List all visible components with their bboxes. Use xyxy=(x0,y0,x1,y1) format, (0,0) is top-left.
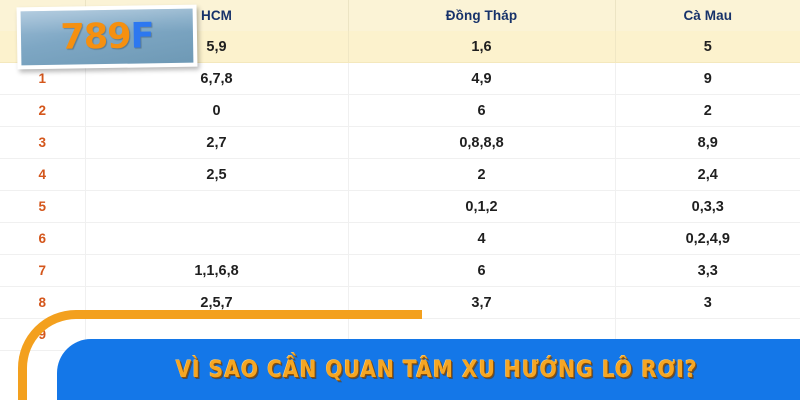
cell-ca-mau: 3 xyxy=(615,286,800,319)
table-body: 05,91,6516,7,84,99206232,70,8,8,88,942,5… xyxy=(0,31,800,351)
cell-ca-mau: 0,3,3 xyxy=(615,190,800,223)
cell-hcm: 2,7 xyxy=(85,126,349,159)
headline-banner: VÌ SAO CẦN QUAN TÂM XU HƯỚNG LÔ RƠI? xyxy=(57,339,800,400)
cell-dong-thap: 4 xyxy=(348,222,616,255)
cell-dong-thap: 0,8,8,8 xyxy=(348,126,616,159)
logo-letter: F xyxy=(130,15,154,57)
cell-index: 3 xyxy=(0,126,86,159)
headline-banner-text: VÌ SAO CẦN QUAN TÂM XU HƯỚNG LÔ RƠI? xyxy=(175,356,698,383)
cell-index: 5 xyxy=(0,190,86,223)
cell-ca-mau: 9 xyxy=(615,62,800,95)
cell-hcm xyxy=(85,222,349,255)
cell-hcm: 1,1,6,8 xyxy=(85,254,349,287)
cell-dong-thap: 1,6 xyxy=(348,31,616,63)
cell-ca-mau: 5 xyxy=(615,31,800,63)
cell-dong-thap: 4,9 xyxy=(348,62,616,95)
cell-hcm xyxy=(85,190,349,223)
orange-swoosh-end-cap xyxy=(413,310,422,319)
cell-ca-mau: 0,2,4,9 xyxy=(615,222,800,255)
cell-index: 6 xyxy=(0,222,86,255)
logo-number: 789 xyxy=(60,16,131,58)
cell-dong-thap: 6 xyxy=(348,94,616,127)
logo-text: 789F xyxy=(60,15,154,58)
table-row: 4 2,5 2 2,4 xyxy=(0,158,800,191)
cell-hcm: 0 xyxy=(85,94,349,127)
cell-index: 2 xyxy=(0,94,86,127)
cell-index: 4 xyxy=(0,158,86,191)
table-row: 8 2,5,7 3,7 3 xyxy=(0,286,800,319)
cell-ca-mau: 2 xyxy=(615,94,800,127)
cell-dong-thap: 6 xyxy=(348,254,616,287)
table-row: 7 1,1,6,8 6 3,3 xyxy=(0,254,800,287)
cell-index: 8 xyxy=(0,286,86,319)
cell-ca-mau: 3,3 xyxy=(615,254,800,287)
cell-index: 7 xyxy=(0,254,86,287)
cell-hcm: 2,5,7 xyxy=(85,286,349,319)
cell-dong-thap: 2 xyxy=(348,158,616,191)
column-header-ca-mau: Cà Mau xyxy=(615,0,800,31)
cell-hcm: 2,5 xyxy=(85,158,349,191)
cell-dong-thap: 3,7 xyxy=(348,286,616,319)
table-row: 3 2,7 0,8,8,8 8,9 xyxy=(0,126,800,159)
logo-plate: 789F xyxy=(20,8,194,66)
789f-logo[interactable]: 789F xyxy=(16,4,198,70)
column-header-dong-thap: Đồng Tháp xyxy=(348,0,616,31)
table-row: 5 0,1,2 0,3,3 xyxy=(0,190,800,223)
cell-hcm: 6,7,8 xyxy=(85,62,349,95)
table-row: 1 6,7,8 4,9 9 xyxy=(0,62,800,95)
cell-ca-mau: 2,4 xyxy=(615,158,800,191)
cell-ca-mau: 8,9 xyxy=(615,126,800,159)
table-row: 6 4 0,2,4,9 xyxy=(0,222,800,255)
cell-dong-thap: 0,1,2 xyxy=(348,190,616,223)
